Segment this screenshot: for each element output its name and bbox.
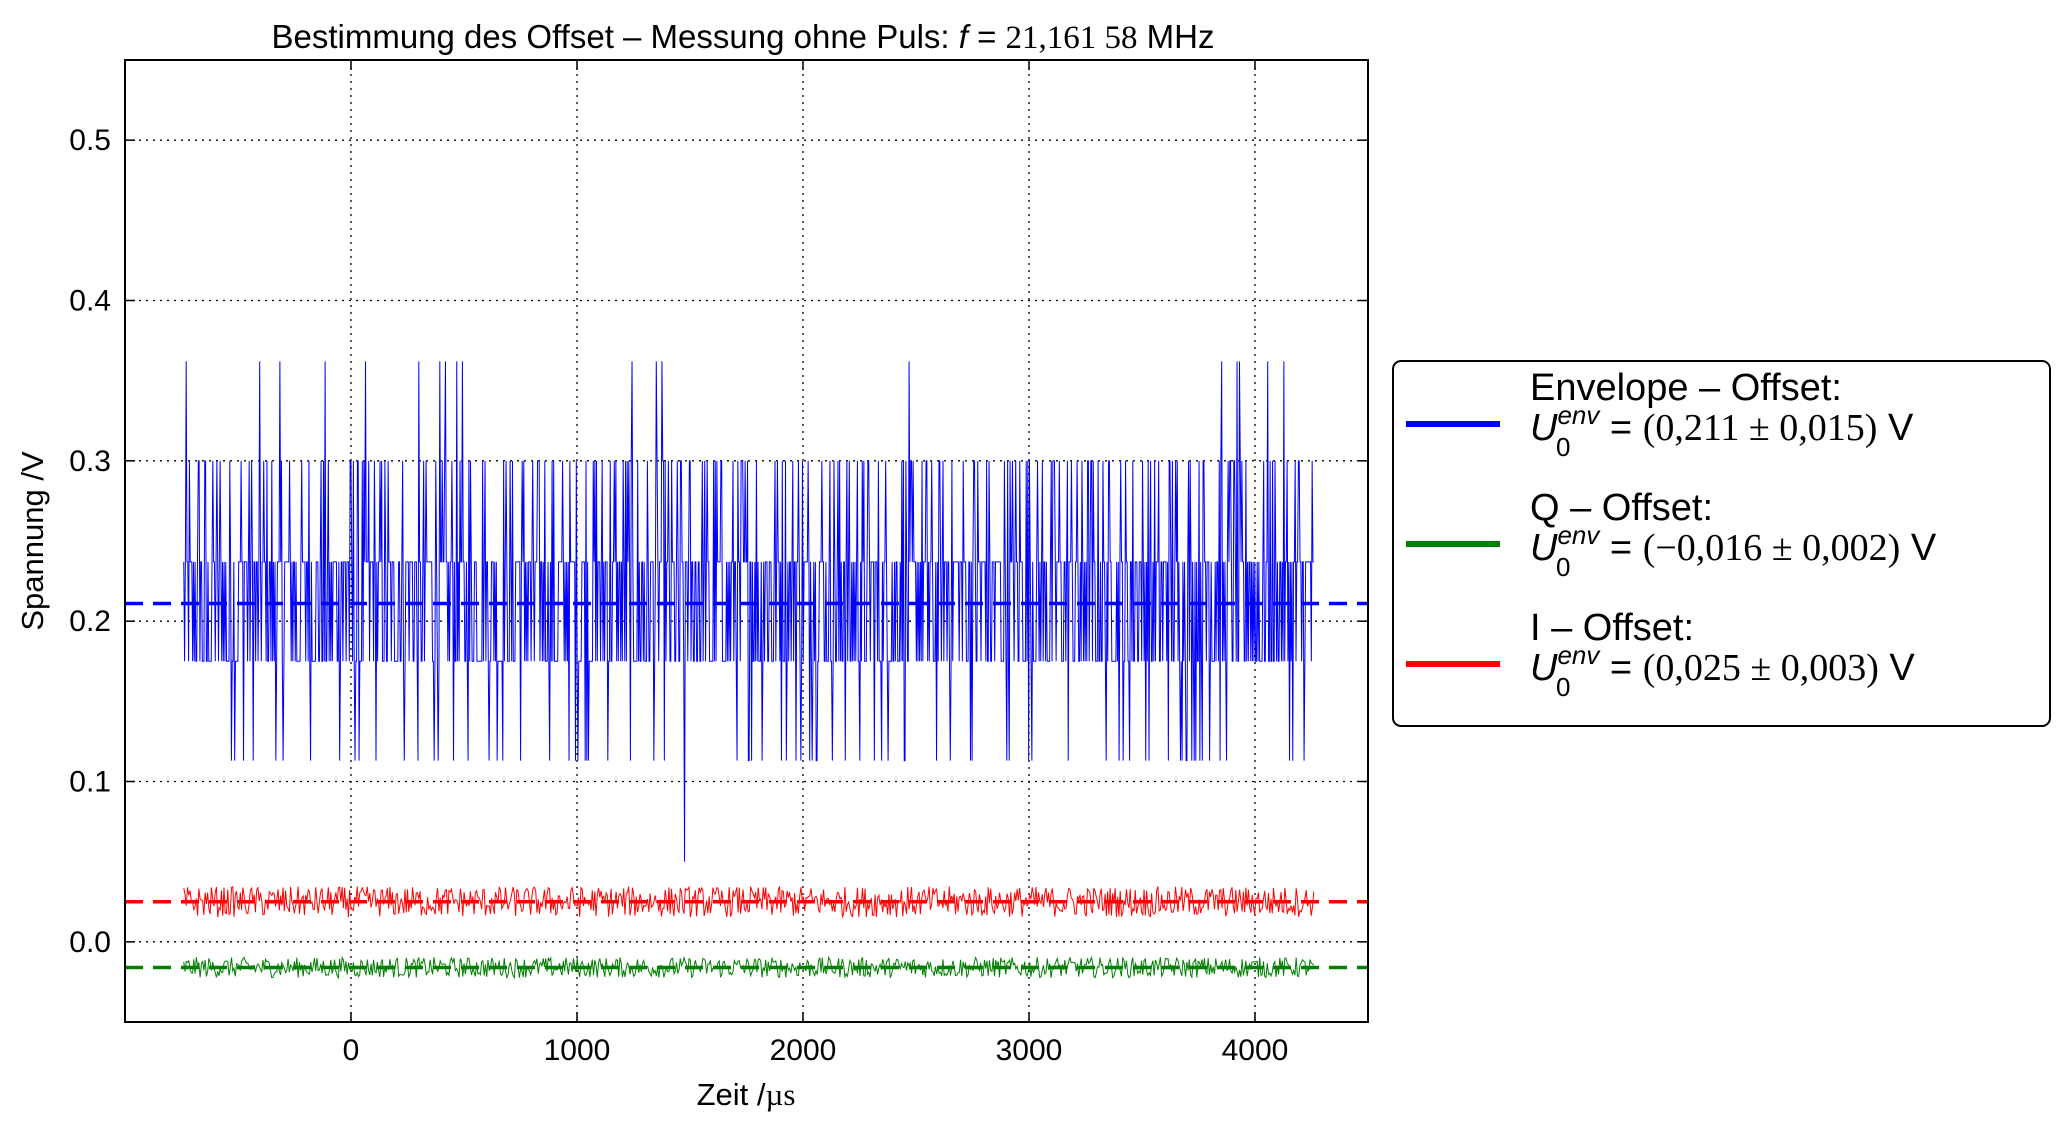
y-tick-label: 0.3 [69,445,111,478]
chart-title: Bestimmung des Offset – Messung ohne Pul… [271,18,1214,56]
title-unit: MHz [1138,18,1215,55]
y-tick-label: 0.1 [69,766,111,799]
legend-entry-value-0: Uenv = (0,211 ± 0,015) V [1530,400,1914,449]
legend-entry-title-1: Q – Offset: [1530,487,1713,529]
legend-entry-value-1: Uenv = (−0,016 ± 0,002) V [1530,520,1937,569]
y-tick-label: 0.2 [69,605,111,638]
x-tick-label: 4000 [1222,1034,1289,1067]
title-prefix: Bestimmung des Offset – Messung ohne Pul… [271,18,958,55]
y-axis-label: Spannung /V [15,451,50,631]
y-tick-label: 0.4 [69,285,111,318]
x-axis-label-unit: µs [765,1077,795,1112]
legend-entry-subscript-2: 0 [1556,672,1570,702]
legend-box [1392,360,2051,727]
legend-entry-value-2: Uenv = (0,025 ± 0,003) V [1530,640,1915,689]
x-tick-label: 3000 [996,1034,1063,1067]
legend-entry-subscript-0: 0 [1556,432,1570,462]
title-equals: = [968,18,1006,55]
legend-entry-title-2: I – Offset: [1530,607,1694,649]
x-tick-label: 0 [343,1034,360,1067]
x-tick-label: 1000 [544,1034,611,1067]
plot-area-frame [124,59,1369,1023]
x-axis-label-name: Zeit / [697,1077,766,1112]
title-value: 21,161 58 [1006,20,1138,56]
y-tick-label: 0.5 [69,124,111,157]
legend-entry-title-0: Envelope – Offset: [1530,367,1842,409]
series-line-0 [183,361,1314,862]
series-layer [183,361,1315,980]
series-line-1 [183,955,1315,980]
axis-ticks: 0 1000 2000 3000 4000 0.0 0.1 0.2 0.3 0.4 0.5 [69,60,1368,1067]
legend-entry-subscript-1: 0 [1556,552,1570,582]
offset-lines [125,601,1368,970]
x-tick-label: 2000 [770,1034,837,1067]
series-line-2 [183,885,1315,919]
legend-entries: Envelope – Offset:Uenv = (0,211 ± 0,015)… [1406,367,1937,702]
y-tick-label: 0.0 [69,926,111,959]
x-axis-label: Zeit /µs [697,1077,796,1112]
legend: Envelope – Offset:Uenv = (0,211 ± 0,015)… [1392,360,2051,727]
